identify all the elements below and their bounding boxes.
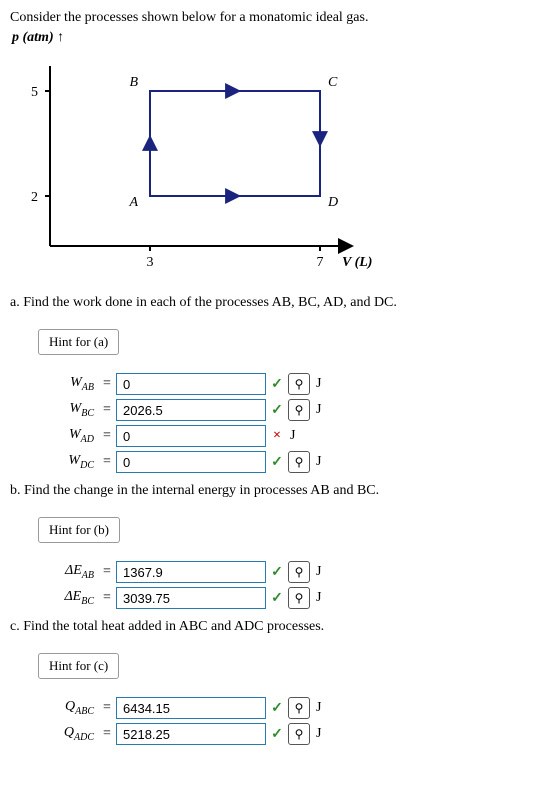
svg-text:A: A — [128, 195, 138, 210]
svg-text:2: 2 — [31, 190, 38, 205]
answer-row-b-AB: ΔEAB= ✓⚲J — [32, 561, 524, 583]
equals-sign: = — [98, 564, 116, 580]
check-icon: ✓ — [266, 726, 288, 743]
var-label: WDC — [32, 453, 98, 471]
var-label: WAD — [32, 427, 98, 445]
unit-label: J — [314, 700, 321, 716]
svg-text:B: B — [129, 75, 138, 90]
answer-input-AB[interactable] — [116, 561, 266, 583]
answer-input-ABC[interactable] — [116, 697, 266, 719]
var-label: ΔEAB — [32, 563, 98, 581]
svg-text:V (L): V (L) — [342, 255, 372, 270]
retry-button[interactable]: ⚲ — [288, 451, 310, 473]
unit-label: J — [314, 402, 321, 418]
check-icon: ✓ — [266, 454, 288, 471]
svg-text:5: 5 — [31, 85, 38, 100]
var-label: WBC — [32, 401, 98, 419]
unit-label: J — [314, 590, 321, 606]
retry-button[interactable]: ⚲ — [288, 723, 310, 745]
equals-sign: = — [98, 590, 116, 606]
cross-icon: × — [266, 428, 288, 444]
answer-input-ADC[interactable] — [116, 723, 266, 745]
check-icon: ✓ — [266, 590, 288, 607]
equals-sign: = — [98, 700, 116, 716]
answer-row-c-ABC: QABC= ✓⚲J — [32, 697, 524, 719]
answer-input-BC[interactable] — [116, 587, 266, 609]
retry-button[interactable]: ⚲ — [288, 587, 310, 609]
var-label: WAB — [32, 375, 98, 393]
svg-text:7: 7 — [317, 255, 324, 270]
var-label: ΔEBC — [32, 589, 98, 607]
equals-sign: = — [98, 454, 116, 470]
answer-row-b-BC: ΔEBC= ✓⚲J — [32, 587, 524, 609]
check-icon: ✓ — [266, 700, 288, 717]
unit-label: J — [314, 564, 321, 580]
var-label: QABC — [32, 699, 98, 717]
equals-sign: = — [98, 402, 116, 418]
y-axis-label: p (atm) ↑ — [12, 30, 524, 46]
equals-sign: = — [98, 726, 116, 742]
intro-text: Consider the processes shown below for a… — [10, 10, 524, 26]
check-icon: ✓ — [266, 376, 288, 393]
unit-label: J — [288, 428, 295, 444]
equals-sign: = — [98, 428, 116, 444]
unit-label: J — [314, 376, 321, 392]
hint-c-button[interactable]: Hint for (c) — [38, 653, 119, 679]
retry-button[interactable]: ⚲ — [288, 399, 310, 421]
hint-b-button[interactable]: Hint for (b) — [38, 517, 120, 543]
answer-row-a-AB: WAB= ✓⚲J — [32, 373, 524, 395]
hint-a-button[interactable]: Hint for (a) — [38, 329, 119, 355]
answer-input-DC[interactable] — [116, 451, 266, 473]
check-icon: ✓ — [266, 402, 288, 419]
part-a-prompt: a. Find the work done in each of the pro… — [10, 295, 524, 311]
equals-sign: = — [98, 376, 116, 392]
check-icon: ✓ — [266, 564, 288, 581]
retry-button[interactable]: ⚲ — [288, 697, 310, 719]
answer-input-AB[interactable] — [116, 373, 266, 395]
svg-text:C: C — [328, 75, 338, 90]
answer-row-a-AD: WAD= ×J — [32, 425, 524, 447]
svg-text:3: 3 — [147, 255, 154, 270]
answer-row-c-ADC: QADC= ✓⚲J — [32, 723, 524, 745]
part-c-prompt: c. Find the total heat added in ABC and … — [10, 619, 524, 635]
retry-button[interactable]: ⚲ — [288, 561, 310, 583]
answer-input-AD[interactable] — [116, 425, 266, 447]
retry-button[interactable]: ⚲ — [288, 373, 310, 395]
pv-diagram: 5 2 3 7 V (L) A B C D — [10, 46, 524, 281]
svg-text:D: D — [327, 195, 338, 210]
answer-row-a-BC: WBC= ✓⚲J — [32, 399, 524, 421]
unit-label: J — [314, 726, 321, 742]
var-label: QADC — [32, 725, 98, 743]
answer-input-BC[interactable] — [116, 399, 266, 421]
unit-label: J — [314, 454, 321, 470]
part-b-prompt: b. Find the change in the internal energ… — [10, 483, 524, 499]
answer-row-a-DC: WDC= ✓⚲J — [32, 451, 524, 473]
